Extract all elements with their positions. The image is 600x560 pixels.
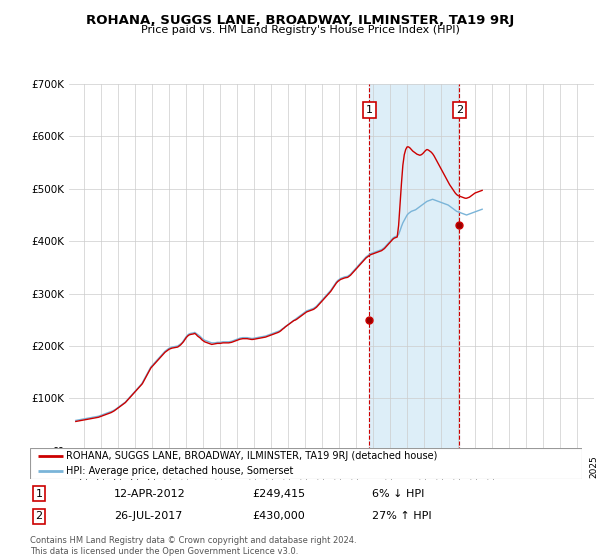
Text: HPI: Average price, detached house, Somerset: HPI: Average price, detached house, Some… <box>66 466 293 476</box>
Text: 6% ↓ HPI: 6% ↓ HPI <box>372 489 424 499</box>
Text: 1: 1 <box>35 489 43 499</box>
Text: 27% ↑ HPI: 27% ↑ HPI <box>372 511 431 521</box>
Text: 26-JUL-2017: 26-JUL-2017 <box>114 511 182 521</box>
Text: ROHANA, SUGGS LANE, BROADWAY, ILMINSTER, TA19 9RJ (detached house): ROHANA, SUGGS LANE, BROADWAY, ILMINSTER,… <box>66 451 437 461</box>
Text: 12-APR-2012: 12-APR-2012 <box>114 489 186 499</box>
Text: 1: 1 <box>366 105 373 115</box>
Text: £249,415: £249,415 <box>252 489 305 499</box>
Text: ROHANA, SUGGS LANE, BROADWAY, ILMINSTER, TA19 9RJ: ROHANA, SUGGS LANE, BROADWAY, ILMINSTER,… <box>86 14 514 27</box>
Text: 2: 2 <box>456 105 463 115</box>
Text: £430,000: £430,000 <box>252 511 305 521</box>
Text: Price paid vs. HM Land Registry's House Price Index (HPI): Price paid vs. HM Land Registry's House … <box>140 25 460 35</box>
Text: Contains HM Land Registry data © Crown copyright and database right 2024.
This d: Contains HM Land Registry data © Crown c… <box>30 536 356 556</box>
Text: 2: 2 <box>35 511 43 521</box>
Bar <box>370 84 459 451</box>
